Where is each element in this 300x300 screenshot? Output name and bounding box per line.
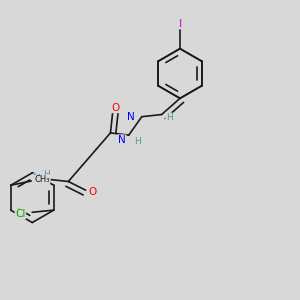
Text: Cl: Cl [15, 209, 26, 219]
Text: I: I [178, 19, 182, 29]
Text: CH₃: CH₃ [34, 175, 50, 184]
Text: N: N [118, 135, 126, 145]
Text: N: N [128, 112, 135, 122]
Text: H: H [44, 170, 50, 179]
Text: N: N [33, 174, 41, 184]
Text: H: H [166, 113, 172, 122]
Text: H: H [134, 137, 141, 146]
Text: O: O [88, 187, 96, 196]
Text: O: O [112, 103, 120, 112]
